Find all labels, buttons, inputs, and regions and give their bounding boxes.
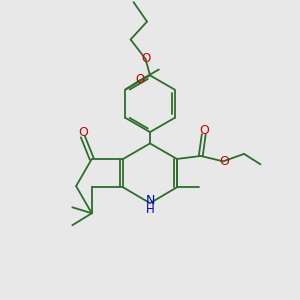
Text: O: O (199, 124, 209, 137)
Text: O: O (220, 155, 230, 168)
Text: O: O (78, 126, 88, 139)
Text: N: N (145, 194, 155, 207)
Text: O: O (141, 52, 150, 65)
Text: H: H (146, 203, 154, 216)
Text: O: O (136, 74, 145, 86)
